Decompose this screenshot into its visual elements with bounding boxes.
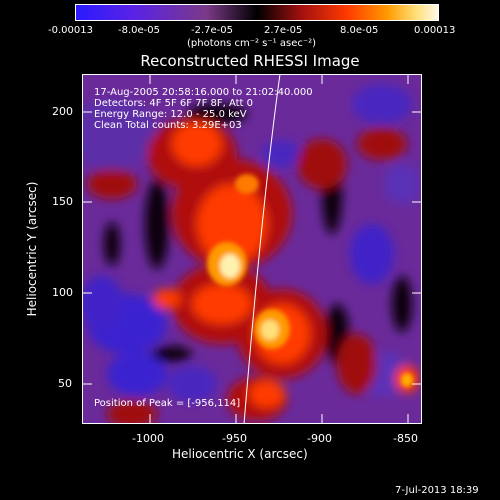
detectors-label: Detectors: 4F 5F 6F 7F 8F, Att 0 xyxy=(94,98,254,109)
colorbar-tick-3: -2.7e-05 xyxy=(191,25,233,36)
energy-range-label: Energy Range: 12.0 - 25.0 keV xyxy=(94,109,247,120)
x-tick-label: -950 xyxy=(222,432,247,445)
colorbar-tick-1: -0.00013 xyxy=(48,25,93,36)
y-tick-label: 150 xyxy=(52,195,73,208)
colorbar-tick-2: -8.0e-05 xyxy=(118,25,160,36)
colorbar xyxy=(75,4,439,21)
colorbar-tick-5: 8.0e-05 xyxy=(340,25,379,36)
plot-title: Reconstructed RHESSI Image xyxy=(140,52,360,70)
y-axis-label: Heliocentric Y (arcsec) xyxy=(25,181,39,317)
x-tick-label: -900 xyxy=(307,432,332,445)
y-tick-label: 100 xyxy=(52,286,73,299)
x-tick-label: -850 xyxy=(393,432,418,445)
peak-position-label: Position of Peak = [-956,114] xyxy=(94,398,241,409)
colorbar-units-label: (photons cm⁻² s⁻¹ asec⁻²) xyxy=(187,38,317,49)
rhessi-image xyxy=(82,74,422,424)
y-tick-label: 200 xyxy=(52,105,73,118)
x-axis-label: Heliocentric X (arcsec) xyxy=(172,447,308,461)
timestamp: 7-Jul-2013 18:39 xyxy=(395,485,479,496)
time-range-label: 17-Aug-2005 20:58:16.000 to 21:02:40.000 xyxy=(94,87,313,98)
colorbar-tick-4: 2.7e-05 xyxy=(264,25,303,36)
colorbar-tick-6: 0.00013 xyxy=(414,25,456,36)
clean-counts-label: Clean Total counts: 3.29E+03 xyxy=(94,120,242,131)
x-tick-label: -1000 xyxy=(132,432,164,445)
y-tick-label: 50 xyxy=(58,377,72,390)
